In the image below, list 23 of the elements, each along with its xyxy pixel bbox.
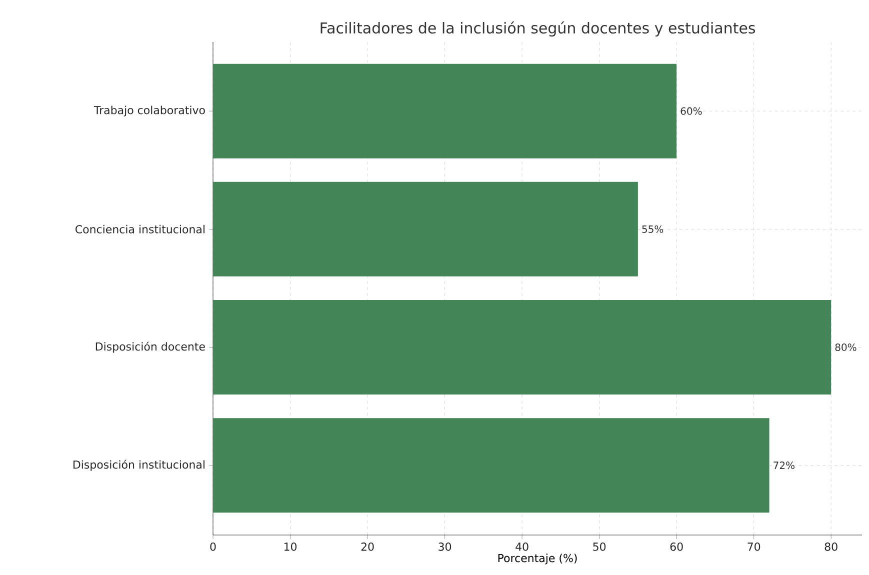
y-tick-label: Disposición docente: [96, 342, 205, 353]
y-tick-label: Trabajo colaborativo: [94, 106, 205, 116]
bar: [213, 182, 638, 276]
bar: [213, 418, 770, 513]
data-label: 80%: [835, 343, 856, 352]
x-tick-label: 40: [516, 542, 528, 551]
y-tick-label: Conciencia institucional: [76, 224, 204, 234]
x-tick-label: 50: [593, 542, 606, 551]
x-tick-label: 20: [361, 542, 374, 551]
x-tick-label: 0: [210, 542, 216, 551]
x-tick-label: 30: [438, 542, 452, 551]
data-label: 60%: [680, 107, 702, 115]
x-tick-label: 80: [824, 542, 838, 551]
chart-title: Facilitadores de la inclusión según docentes y estudiantes: [320, 21, 756, 37]
x-tick-label: 10: [284, 542, 297, 551]
data-label: 72%: [774, 462, 794, 470]
y-tick-label: Disposición institucional: [73, 460, 204, 471]
x-axis-title: Porcentaje (%): [498, 554, 577, 564]
x-tick-label: 60: [670, 542, 683, 551]
data-label: 55%: [642, 225, 664, 233]
bar: [213, 64, 677, 158]
x-tick-label: 70: [748, 542, 760, 551]
bar: [213, 300, 832, 394]
